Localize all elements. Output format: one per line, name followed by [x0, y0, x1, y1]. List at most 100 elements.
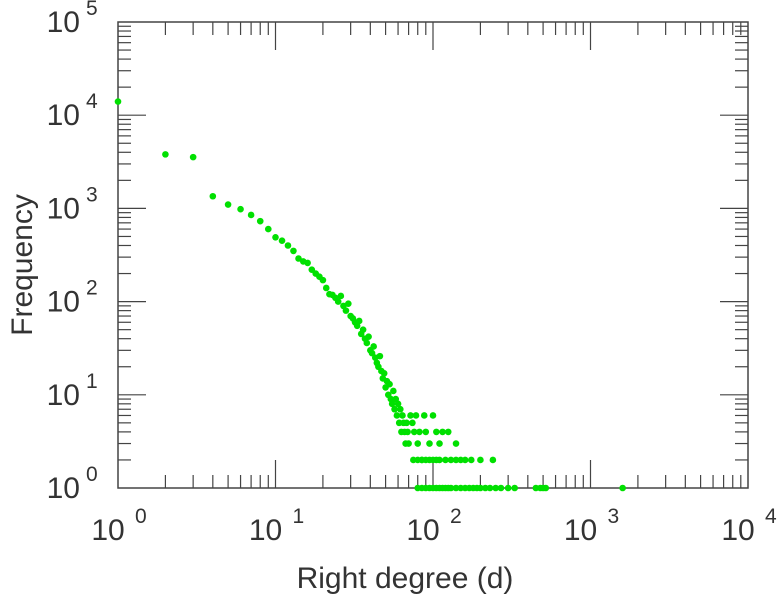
data-point: [403, 419, 410, 427]
data-point: [447, 456, 455, 464]
data-point: [114, 98, 122, 105]
data-point: [368, 349, 376, 357]
y-tick-exponent: 3: [86, 183, 98, 206]
data-point: [452, 484, 460, 492]
data-point: [407, 412, 414, 419]
data-point: [290, 247, 297, 255]
data-point: [390, 387, 397, 395]
data-point: [436, 456, 443, 464]
data-point: [278, 237, 286, 245]
data-point: [295, 255, 302, 262]
data-point: [209, 192, 217, 200]
data-point: [497, 484, 505, 492]
data-point: [404, 428, 411, 436]
x-tick-exponent: 4: [765, 505, 777, 528]
data-point: [477, 456, 484, 464]
data-point: [394, 400, 402, 408]
data-point: [416, 428, 423, 436]
data-point: [393, 412, 401, 419]
data-point: [322, 284, 330, 292]
x-tick-label: 10: [249, 514, 282, 547]
data-point: [224, 201, 232, 208]
y-tick-label: 10: [47, 99, 80, 132]
data-point: [337, 292, 345, 300]
data-point: [264, 225, 272, 233]
data-point: [386, 380, 393, 388]
data-point: [405, 440, 412, 447]
y-tick-exponent: 1: [86, 370, 98, 393]
data-point: [420, 412, 428, 419]
data-point: [477, 484, 484, 492]
x-tick-labels: 10 0 10 1 10 2 10 3 10 4: [91, 505, 777, 547]
y-tick-exponent: 4: [86, 90, 98, 113]
data-point: [272, 233, 279, 241]
data-point: [444, 428, 452, 436]
x-tick-label: 10: [91, 514, 124, 547]
data-point: [412, 412, 420, 419]
data-point: [359, 326, 367, 333]
data-point: [461, 456, 469, 464]
data-point: [370, 343, 377, 350]
data-point: [436, 440, 443, 447]
data-point: [482, 484, 489, 492]
y-tick-label: 10: [47, 6, 80, 39]
data-point: [284, 242, 292, 249]
data-point: [429, 412, 437, 419]
x-tick-label: 10: [564, 514, 597, 547]
data-point: [467, 456, 475, 464]
data-point: [380, 370, 388, 377]
data-point: [504, 484, 512, 492]
x-tick-exponent: 1: [293, 505, 305, 528]
y-tick-labels: 10 0 10 1 10 2 10 3 10 4 10 5: [47, 0, 98, 505]
y-tick-exponent: 0: [86, 463, 98, 486]
x-tick-exponent: 0: [135, 505, 147, 528]
data-point: [442, 456, 449, 464]
data-point: [355, 317, 363, 325]
data-point: [433, 428, 440, 436]
data-point: [363, 339, 371, 347]
data-point: [410, 428, 418, 436]
data-point: [452, 440, 460, 447]
x-tick-label: 10: [721, 514, 754, 547]
data-point: [376, 352, 384, 360]
data-point: [319, 276, 327, 284]
axis-ticks: [118, 22, 748, 488]
y-tick-label: 10: [47, 286, 80, 319]
data-point: [619, 484, 626, 492]
data-point: [397, 405, 404, 413]
data-point: [304, 259, 311, 267]
data-point: [342, 307, 350, 314]
x-tick-exponent: 3: [608, 505, 620, 528]
data-point: [542, 484, 550, 492]
x-axis-label: Right degree (d): [297, 562, 514, 595]
y-tick-label: 10: [47, 379, 80, 412]
data-point: [345, 300, 352, 307]
data-point: [399, 412, 406, 419]
data-point: [162, 151, 169, 158]
y-tick-label: 10: [47, 192, 80, 225]
y-tick-label: 10: [47, 472, 80, 505]
data-point: [189, 153, 197, 161]
data-point: [422, 428, 430, 436]
data-point: [388, 400, 396, 408]
y-tick-exponent: 2: [86, 277, 98, 300]
y-axis-label: Frequency: [6, 194, 39, 336]
data-point: [439, 428, 446, 436]
data-point: [414, 440, 422, 447]
data-point: [237, 205, 244, 213]
data-point: [489, 456, 497, 464]
data-point: [391, 405, 398, 413]
data-point: [365, 333, 372, 341]
data-point: [486, 484, 494, 492]
x-tick-label: 10: [406, 514, 439, 547]
data-point: [452, 456, 460, 464]
data-point: [511, 484, 518, 492]
data-point: [334, 298, 342, 305]
data-point: [247, 211, 255, 219]
data-points: [114, 98, 626, 492]
y-tick-exponent: 5: [86, 0, 98, 20]
data-point: [426, 440, 433, 447]
data-point: [409, 419, 416, 427]
data-point: [256, 217, 264, 225]
x-tick-exponent: 2: [450, 505, 462, 528]
